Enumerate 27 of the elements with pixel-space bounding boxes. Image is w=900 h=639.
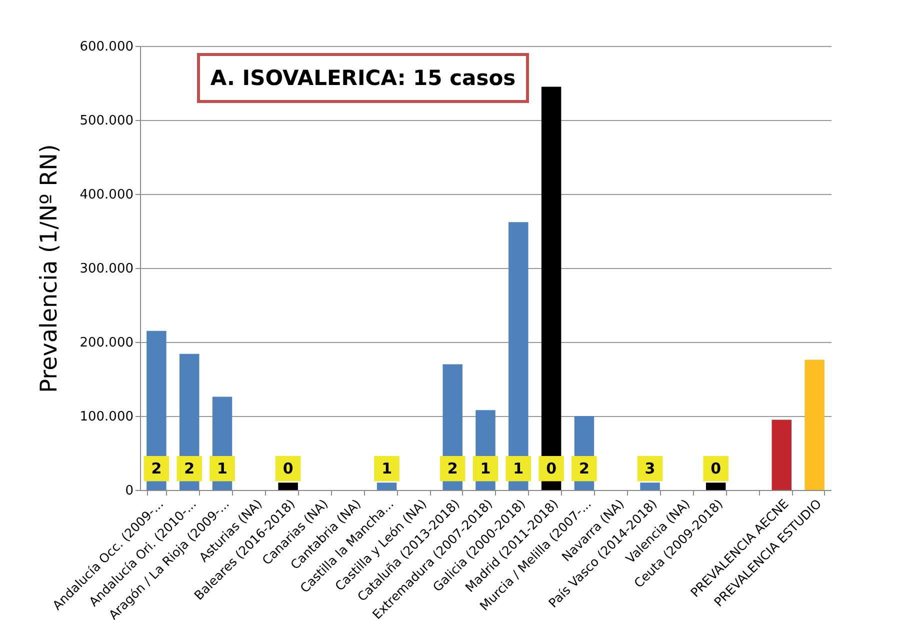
annotation: 2 (447, 460, 458, 478)
y-tick-label: 200.000 (80, 336, 134, 350)
y-tick-label: 600.000 (80, 40, 134, 54)
y-axis-title: Prevalencia (1/Nº RN) (36, 144, 63, 393)
bar (706, 482, 726, 490)
annotation: 2 (578, 460, 590, 478)
y-tick-label: 400.000 (80, 188, 134, 202)
annotation: 1 (217, 460, 228, 478)
annotation: 3 (644, 460, 656, 478)
annotation: 1 (513, 460, 524, 478)
bar (804, 360, 824, 490)
annotation: 0 (546, 460, 557, 478)
y-tick-label: 500.000 (80, 114, 134, 128)
y-tick-label: 0 (125, 484, 134, 498)
annotation: 2 (184, 460, 195, 478)
y-tick-label: 300.000 (80, 262, 134, 276)
annotation: 1 (480, 460, 491, 478)
y-tick-label: 100.000 (80, 410, 134, 424)
annotation: 1 (382, 460, 392, 478)
text: A. ISOVALERICA: 15 casos (197, 53, 529, 103)
bar (772, 420, 792, 490)
annotation: 0 (710, 460, 722, 478)
bar (278, 482, 298, 490)
bar (376, 482, 397, 490)
annotation: 0 (282, 460, 294, 478)
annotation: 2 (151, 460, 162, 478)
bar (640, 482, 660, 490)
